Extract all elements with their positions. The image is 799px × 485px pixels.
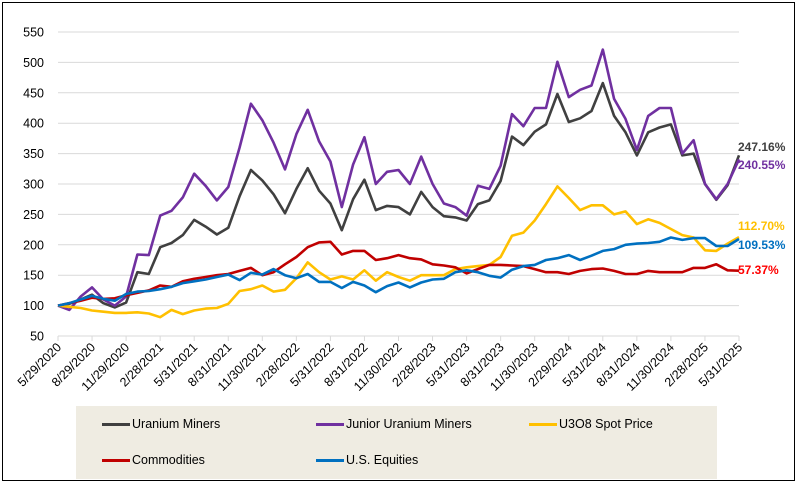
- y-tick-label: 500: [23, 56, 44, 70]
- y-tick-label: 400: [23, 117, 44, 131]
- legend-label: U3O8 Spot Price: [559, 417, 653, 431]
- series-line-commodities: [57, 240, 740, 307]
- legend-item-junior-uranium-miners: Junior Uranium Miners: [316, 417, 472, 431]
- y-tick-label: 50: [30, 330, 44, 344]
- legend-label: U.S. Equities: [346, 453, 419, 467]
- legend-label: Uranium Miners: [132, 417, 221, 431]
- legend-swatch: [529, 422, 557, 426]
- y-tick-label: 550: [23, 26, 44, 40]
- legend-item-commodities: Commodities: [102, 453, 205, 467]
- legend-label: Commodities: [132, 453, 205, 467]
- legend-swatch: [316, 458, 344, 462]
- series-line-u3o8-spot-price: [57, 185, 740, 319]
- series-line-junior-uranium-miners: [57, 48, 741, 312]
- legend-swatch: [316, 422, 344, 426]
- legend-swatch: [102, 458, 130, 462]
- end-value-label: 240.55%: [738, 158, 786, 172]
- y-tick-label: 150: [23, 269, 44, 283]
- legend-item-u3o8-spot-price: U3O8 Spot Price: [529, 417, 653, 431]
- legend-item-uranium-miners: Uranium Miners: [102, 417, 220, 431]
- series-line-uranium-miners: [57, 81, 741, 309]
- y-tick-label: 300: [23, 178, 44, 192]
- end-value-label: 109.53%: [738, 238, 786, 252]
- y-tick-label: 250: [23, 208, 44, 222]
- legend: Uranium Miners Junior Uranium Miners U3O…: [76, 406, 717, 479]
- end-value-label: 112.70%: [738, 219, 785, 233]
- end-value-label: 57.37%: [738, 263, 779, 277]
- end-value-label: 247.16%: [738, 140, 786, 154]
- y-tick-label: 200: [23, 238, 44, 252]
- legend-swatch: [102, 422, 130, 426]
- y-tick-label: 450: [23, 86, 44, 100]
- y-tick-label: 350: [23, 147, 44, 161]
- y-tick-label: 100: [23, 299, 44, 313]
- legend-item-us-equities: U.S. Equities: [316, 453, 418, 467]
- series-line-u-s-equities: [57, 236, 740, 307]
- legend-label: Junior Uranium Miners: [346, 417, 472, 431]
